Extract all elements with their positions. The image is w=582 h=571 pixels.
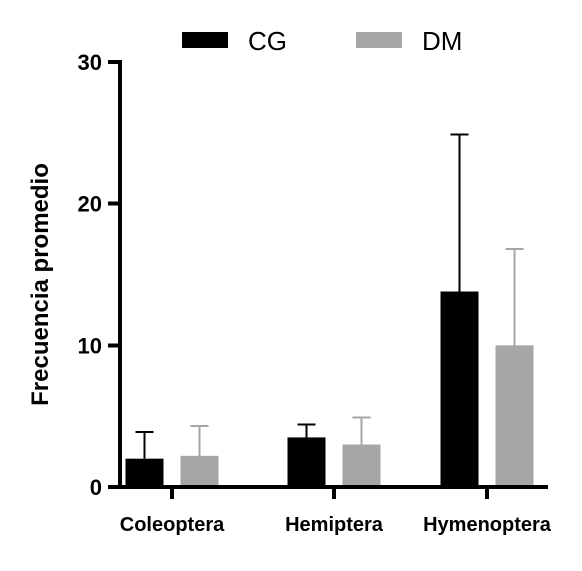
bars-group: [125, 291, 534, 487]
error-bars-group: [135, 133, 524, 459]
legend-label-dm: DM: [422, 26, 462, 56]
bar-cg-hymenoptera: [440, 291, 479, 487]
bar-dm-hymenoptera: [495, 345, 534, 487]
y-tick-label-20: 20: [78, 192, 102, 217]
x-tick-label-hemiptera: Hemiptera: [285, 514, 384, 536]
axes-group: [108, 60, 548, 499]
y-tick-label-30: 30: [78, 50, 102, 75]
bar-dm-hemiptera: [342, 444, 381, 487]
y-tick-label-10: 10: [78, 333, 102, 358]
legend-swatch-dm: [356, 32, 402, 48]
y-axis-label: Frecuencia promedio: [27, 163, 54, 406]
labels-group: Coleoptera Hemiptera Hymenoptera 0 10 20 30 Fre…: [27, 50, 552, 536]
x-tick-label-coleoptera: Coleoptera: [120, 514, 225, 536]
legend: CG DM: [182, 26, 462, 56]
bar-cg-hemiptera: [287, 437, 326, 487]
bar-dm-coleoptera: [180, 455, 219, 487]
bar-cg-coleoptera: [125, 458, 164, 487]
y-tick-label-0: 0: [90, 475, 102, 500]
x-tick-label-hymenoptera: Hymenoptera: [423, 514, 552, 536]
legend-label-cg: CG: [248, 26, 287, 56]
legend-swatch-cg: [182, 32, 228, 48]
